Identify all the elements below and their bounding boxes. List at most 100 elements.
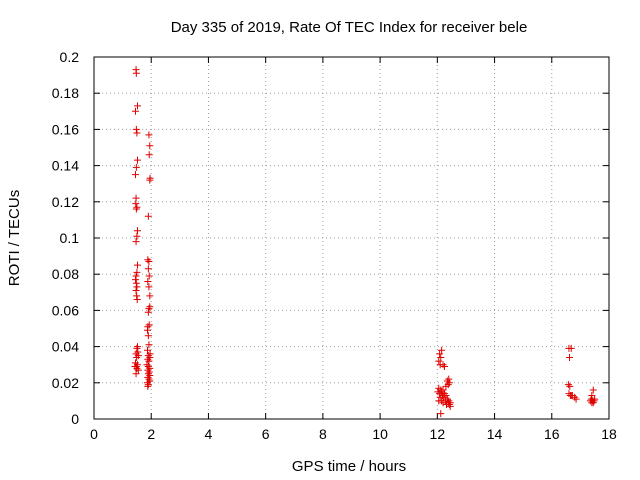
grid-lines bbox=[94, 57, 609, 419]
data-point bbox=[144, 366, 152, 374]
data-point bbox=[131, 107, 139, 115]
data-point bbox=[133, 129, 141, 137]
data-point bbox=[145, 357, 153, 365]
y-tick-label: 0.06 bbox=[52, 302, 79, 318]
data-point bbox=[133, 232, 141, 240]
y-axis-label: ROTI / TECUs bbox=[6, 190, 23, 286]
data-point bbox=[439, 386, 447, 394]
data-point bbox=[143, 361, 151, 369]
data-point bbox=[133, 261, 141, 269]
data-point bbox=[445, 401, 453, 409]
data-point bbox=[132, 286, 140, 294]
data-point bbox=[133, 203, 141, 211]
data-point bbox=[145, 272, 153, 280]
data-points bbox=[131, 66, 599, 418]
y-tick-labels: 0 0.02 0.04 0.06 0.08 0.1 0.12 0.14 0.16 0.18 0.2 bbox=[52, 49, 79, 427]
data-point bbox=[566, 353, 574, 361]
data-point bbox=[144, 256, 152, 264]
data-point bbox=[144, 363, 152, 371]
data-point bbox=[133, 292, 141, 300]
data-point bbox=[134, 366, 142, 374]
chart-title: Day 335 of 2019, Rate Of TEC Index for r… bbox=[171, 19, 528, 36]
data-point bbox=[145, 151, 153, 159]
data-point bbox=[134, 352, 142, 360]
data-point bbox=[131, 171, 139, 179]
data-point bbox=[132, 163, 140, 171]
y-tick-label: 0.14 bbox=[52, 158, 79, 174]
data-point bbox=[145, 368, 153, 376]
data-point bbox=[144, 308, 152, 316]
data-point bbox=[133, 283, 141, 291]
data-point bbox=[132, 125, 140, 133]
x-tick-label: 0 bbox=[90, 426, 98, 442]
y-tick-label: 0.1 bbox=[60, 230, 80, 246]
x-tick-label: 14 bbox=[487, 426, 503, 442]
y-tick-label: 0 bbox=[71, 411, 79, 427]
data-point bbox=[146, 142, 154, 150]
data-point bbox=[144, 355, 152, 363]
data-point bbox=[566, 391, 574, 399]
data-point bbox=[132, 200, 140, 208]
data-point bbox=[145, 283, 153, 291]
data-point bbox=[572, 395, 580, 403]
data-point bbox=[440, 393, 448, 401]
x-tick-label: 10 bbox=[372, 426, 388, 442]
data-point bbox=[132, 69, 140, 77]
axis-ticks bbox=[93, 56, 610, 420]
data-point bbox=[437, 410, 445, 418]
y-tick-label: 0.18 bbox=[52, 85, 79, 101]
data-point bbox=[589, 386, 597, 394]
data-point bbox=[437, 353, 445, 361]
data-point bbox=[133, 102, 141, 110]
data-point bbox=[132, 238, 140, 246]
data-point bbox=[145, 375, 153, 383]
x-tick-label: 8 bbox=[319, 426, 327, 442]
data-point bbox=[144, 332, 152, 340]
x-tick-label: 4 bbox=[205, 426, 213, 442]
data-point bbox=[445, 379, 453, 387]
x-tick-label: 16 bbox=[544, 426, 560, 442]
x-tick-label: 18 bbox=[601, 426, 617, 442]
data-point bbox=[440, 363, 448, 371]
x-axis-label: GPS time / hours bbox=[292, 458, 406, 475]
data-point bbox=[144, 212, 152, 220]
data-point bbox=[144, 352, 152, 360]
data-point bbox=[144, 370, 152, 378]
data-point bbox=[144, 265, 152, 273]
data-point bbox=[133, 364, 141, 372]
data-point bbox=[145, 258, 153, 266]
data-point bbox=[436, 361, 444, 369]
data-point bbox=[145, 341, 153, 349]
data-point bbox=[145, 321, 153, 329]
data-point bbox=[145, 131, 153, 139]
data-point bbox=[586, 397, 594, 405]
y-tick-label: 0.08 bbox=[52, 266, 79, 282]
data-point bbox=[144, 382, 152, 390]
data-point bbox=[146, 176, 154, 184]
y-tick-label: 0.04 bbox=[52, 339, 79, 355]
y-tick-label: 0.16 bbox=[52, 121, 79, 137]
y-tick-label: 0.02 bbox=[52, 375, 79, 391]
data-point bbox=[146, 303, 154, 311]
y-tick-label: 0.12 bbox=[52, 194, 79, 210]
data-point bbox=[435, 357, 443, 365]
x-tick-label: 6 bbox=[262, 426, 270, 442]
data-point bbox=[587, 395, 595, 403]
data-point bbox=[588, 399, 596, 407]
data-point bbox=[132, 205, 140, 213]
data-point bbox=[133, 156, 141, 164]
data-point bbox=[133, 344, 141, 352]
data-point bbox=[436, 350, 444, 358]
y-tick-label: 0.2 bbox=[60, 49, 80, 65]
data-point bbox=[132, 279, 140, 287]
data-point bbox=[146, 292, 154, 300]
x-tick-label: 12 bbox=[430, 426, 446, 442]
data-point bbox=[446, 402, 454, 410]
data-point bbox=[144, 381, 152, 389]
data-point bbox=[588, 391, 596, 399]
data-point bbox=[564, 381, 572, 389]
data-point bbox=[445, 375, 453, 383]
data-point bbox=[144, 346, 152, 354]
